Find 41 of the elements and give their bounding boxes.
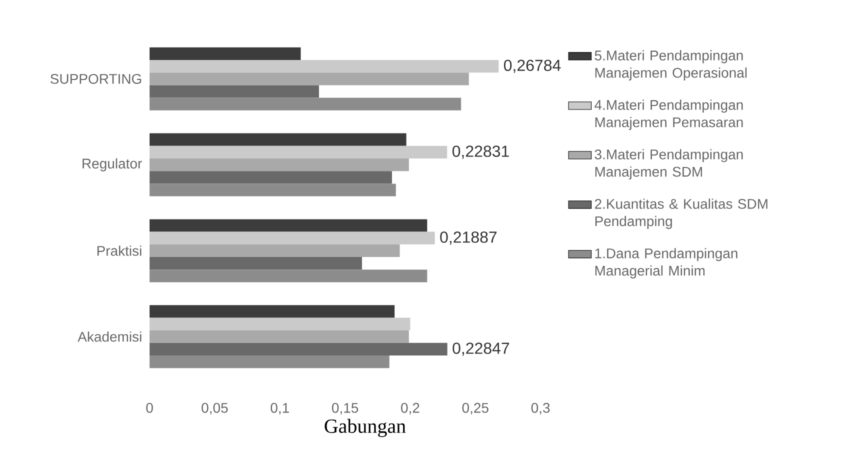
bar	[150, 146, 448, 159]
bar	[150, 60, 499, 73]
bar	[150, 232, 435, 244]
bar	[150, 171, 392, 184]
legend-label: 2.Kuantitas & Kualitas SDM Pendamping	[594, 198, 768, 229]
bar	[150, 305, 395, 318]
x-tick-label: 0,15	[332, 402, 358, 414]
x-tick-label: 0,2	[401, 402, 420, 414]
bar	[150, 257, 362, 270]
bar	[150, 158, 409, 172]
bar	[150, 355, 390, 368]
y-tick-label: SUPPORTING	[50, 74, 142, 84]
bar	[150, 72, 469, 86]
bar	[150, 47, 301, 60]
legend-label: 4.Materi Pendampingan Manajemen Pemasaran	[594, 100, 743, 130]
bar	[150, 184, 396, 196]
data-label: 0,21887	[440, 231, 497, 245]
bar	[150, 342, 448, 356]
legend-label: 5.Materi Pendampingan Manajemen Operasional	[594, 50, 747, 81]
bar	[150, 85, 319, 98]
legend-label: 3.Materi Pendampingan Manajemen SDM	[594, 149, 743, 180]
y-tick-label: Akademisi	[78, 331, 142, 342]
bar	[150, 330, 409, 343]
bar	[150, 270, 428, 282]
data-label: 0,22847	[452, 342, 510, 356]
data-label: 0,22831	[452, 146, 509, 159]
x-tick-label: 0,1	[270, 402, 289, 414]
bar	[150, 318, 410, 330]
x-tick-label: 0,05	[202, 402, 228, 414]
bar	[150, 219, 428, 232]
y-tick-label: Praktisi	[97, 246, 142, 256]
data-label: 0,26784	[504, 60, 561, 73]
legend-label: 1.Dana Pendampingan Managerial Minim	[595, 248, 738, 278]
bar	[150, 98, 462, 110]
bar	[150, 244, 400, 257]
x-tick-label: 0,3	[531, 402, 550, 414]
text: Gabungan	[324, 418, 406, 438]
bar	[150, 133, 406, 146]
x-tick-label: 0,25	[462, 402, 488, 414]
y-tick-label: Regulator	[82, 158, 142, 172]
x-tick-label: 0	[146, 402, 153, 413]
